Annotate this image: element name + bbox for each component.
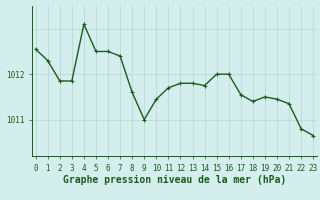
X-axis label: Graphe pression niveau de la mer (hPa): Graphe pression niveau de la mer (hPa) (63, 175, 286, 185)
